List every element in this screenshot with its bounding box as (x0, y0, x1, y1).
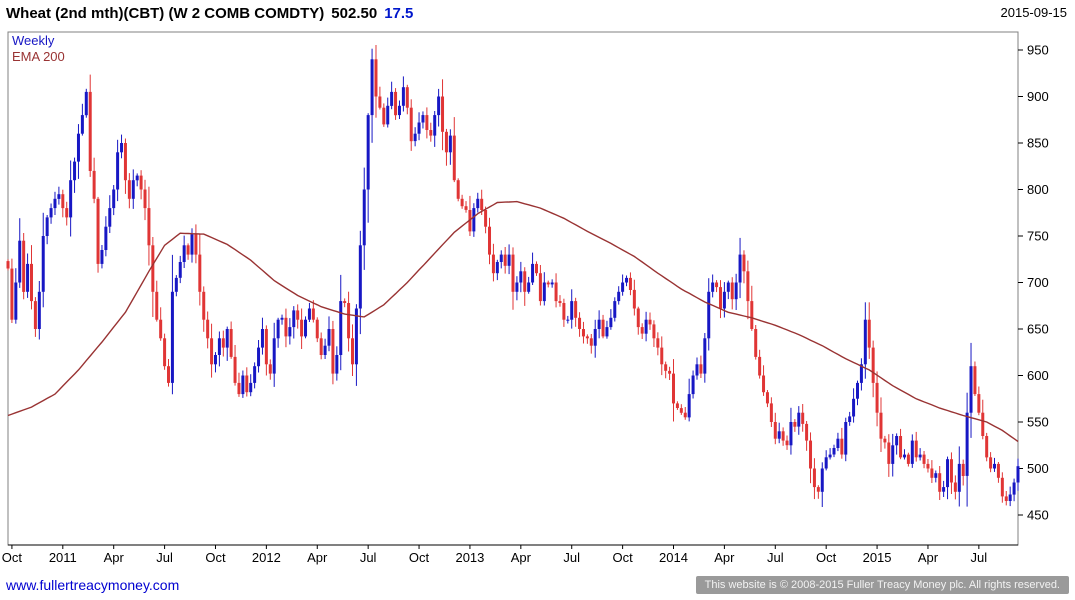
svg-text:Oct: Oct (2, 550, 23, 565)
svg-text:Oct: Oct (205, 550, 226, 565)
svg-text:Jul: Jul (360, 550, 377, 565)
svg-text:600: 600 (1027, 368, 1049, 383)
svg-text:500: 500 (1027, 461, 1049, 476)
copyright-badge: This website is © 2008-2015 Fuller Treac… (695, 576, 1069, 594)
svg-text:850: 850 (1027, 136, 1049, 151)
svg-text:2014: 2014 (659, 550, 688, 565)
chart-legend: Weekly EMA 200 (12, 33, 65, 65)
svg-text:700: 700 (1027, 275, 1049, 290)
site-link[interactable]: www.fullertreacymoney.com (6, 577, 180, 593)
legend-weekly-label: Weekly (12, 33, 55, 48)
legend-ema-label: EMA 200 (12, 49, 65, 64)
price-chart-canvas: 950 900 850 800 750 700 650 600 550 500 450 Oct 2011… (2, 31, 1049, 565)
svg-text:Oct: Oct (409, 550, 430, 565)
svg-text:450: 450 (1027, 508, 1049, 523)
svg-text:550: 550 (1027, 415, 1049, 430)
chart-date: 2015-09-15 (1000, 5, 1068, 20)
title-wrap: Wheat (2nd mth)(CBT) (W 2 COMB COMDTY) 50… (6, 5, 413, 22)
chart-footer: www.fullertreacymoney.com This website i… (0, 572, 1075, 600)
last-price: 502.50 (331, 5, 378, 22)
svg-text:Apr: Apr (104, 550, 125, 565)
price-change: 17.5 (384, 5, 414, 22)
chart-area: 950 900 850 800 750 700 650 600 550 500 450 Oct 2011… (0, 28, 1075, 572)
svg-text:Oct: Oct (612, 550, 633, 565)
svg-text:Jul: Jul (971, 550, 988, 565)
svg-text:2012: 2012 (252, 550, 281, 565)
svg-text:Jul: Jul (156, 550, 173, 565)
svg-text:Apr: Apr (511, 550, 532, 565)
svg-text:Apr: Apr (714, 550, 735, 565)
svg-text:Oct: Oct (816, 550, 837, 565)
svg-text:800: 800 (1027, 182, 1049, 197)
svg-text:950: 950 (1027, 43, 1049, 58)
svg-text:2013: 2013 (455, 550, 484, 565)
chart-title: Wheat (2nd mth)(CBT) (W 2 COMB COMDTY) (6, 5, 325, 22)
svg-text:Apr: Apr (307, 550, 328, 565)
svg-text:Jul: Jul (767, 550, 784, 565)
svg-text:750: 750 (1027, 229, 1049, 244)
svg-text:2015: 2015 (863, 550, 892, 565)
svg-text:900: 900 (1027, 89, 1049, 104)
chart-header: Wheat (2nd mth)(CBT) (W 2 COMB COMDTY) 50… (0, 0, 1075, 28)
svg-text:2011: 2011 (49, 550, 77, 565)
svg-text:Jul: Jul (563, 550, 580, 565)
svg-text:Apr: Apr (918, 550, 939, 565)
svg-text:650: 650 (1027, 322, 1049, 337)
